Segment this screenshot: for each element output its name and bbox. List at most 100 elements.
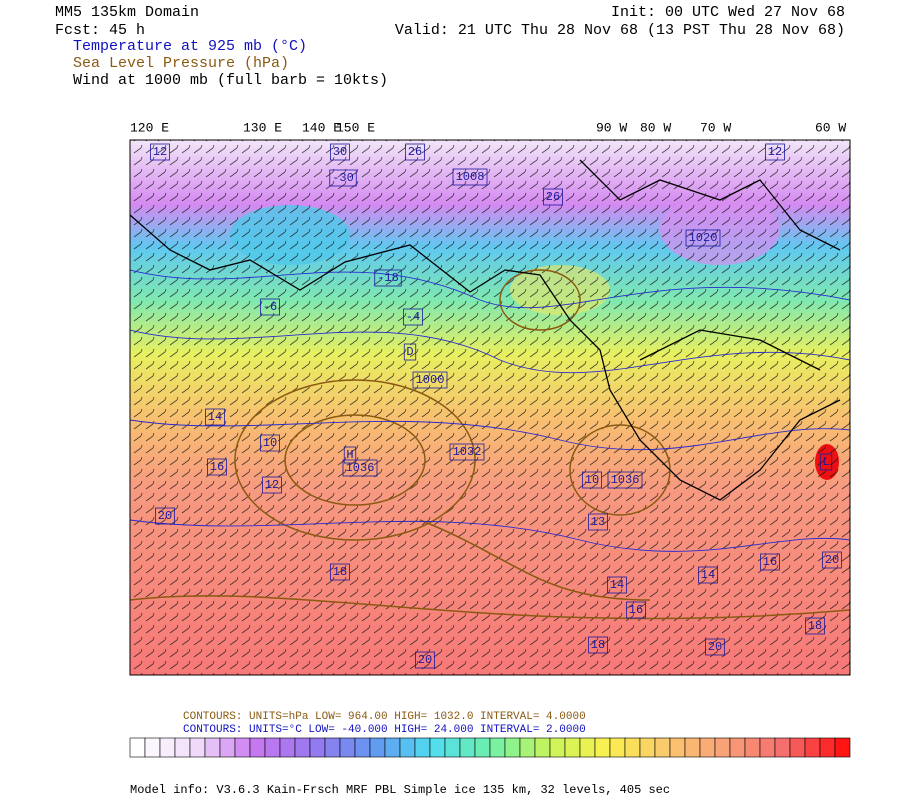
color-swatch — [159, 737, 176, 758]
color-swatch — [189, 737, 206, 758]
color-swatch — [429, 737, 446, 758]
contour-label-box — [403, 308, 423, 326]
color-swatch — [549, 737, 566, 758]
color-swatch — [819, 737, 836, 758]
color-swatch — [309, 737, 326, 758]
contour-label: 1032 — [453, 445, 482, 459]
contour-label: 1008 — [456, 170, 485, 184]
color-swatch — [294, 737, 311, 758]
coastlines — [130, 159, 841, 501]
color-swatch — [354, 737, 371, 758]
color-swatch — [669, 737, 686, 758]
color-swatch — [519, 737, 536, 758]
contour-label: 18 — [808, 619, 822, 633]
color-swatch — [174, 737, 191, 758]
init-time: Init: 00 UTC Wed 27 Nov 68 — [611, 4, 845, 21]
contour-label-box — [588, 636, 608, 654]
color-swatch — [684, 737, 701, 758]
contour-label-box — [260, 298, 280, 316]
contour-label: H — [346, 448, 353, 462]
contour-label-box — [150, 143, 170, 161]
contour-label: 20 — [708, 640, 722, 654]
contour-label: 20 — [158, 509, 172, 523]
color-swatch — [144, 737, 161, 758]
model-info: Model info: V3.6.3 Kain-Frsch MRF PBL Si… — [130, 783, 670, 797]
field-pressure: Sea Level Pressure (hPa) — [73, 55, 289, 72]
contour-label: 1000 — [416, 373, 445, 387]
color-swatch — [249, 737, 266, 758]
contour-label-box — [262, 476, 282, 494]
contour-label: 10 — [263, 436, 277, 450]
contour-label-box — [607, 471, 643, 489]
contour-label-box — [805, 617, 825, 635]
contour-label-box — [588, 513, 608, 531]
color-swatch — [804, 737, 821, 758]
color-swatch — [234, 737, 251, 758]
contour-label-box — [329, 169, 357, 187]
temperature-contour-info: CONTOURS: UNITS=°C LOW= -40.000 HIGH= 24… — [183, 724, 586, 736]
color-swatch — [654, 737, 671, 758]
contour-label-box — [205, 408, 225, 426]
longitude-label: 80 W — [640, 120, 671, 135]
contour-label-box — [343, 446, 357, 464]
contour-label-box — [207, 458, 227, 476]
contour-label: 26 — [546, 190, 560, 204]
color-swatch — [264, 737, 281, 758]
valid-time: Valid: 21 UTC Thu 28 Nov 68 (13 PST Thu … — [395, 22, 845, 39]
contour-label: 12 — [265, 478, 279, 492]
contour-label: -6 — [263, 300, 277, 314]
color-swatch — [534, 737, 551, 758]
wind-barbs — [130, 140, 850, 675]
color-swatch — [414, 737, 431, 758]
contour-label-box — [698, 566, 718, 584]
contour-label-box — [405, 143, 425, 161]
color-swatch — [399, 737, 416, 758]
contour-label-box — [330, 563, 350, 581]
contour-label-box — [330, 143, 350, 161]
contour-label-box — [543, 188, 563, 206]
color-swatch — [594, 737, 611, 758]
map — [130, 140, 850, 675]
contour-label: 20 — [825, 553, 839, 567]
contour-label-box — [155, 507, 175, 525]
color-swatch — [624, 737, 641, 758]
color-swatch — [339, 737, 356, 758]
contour-label: 16 — [763, 555, 777, 569]
contour-label: 16 — [210, 460, 224, 474]
contour-label: D — [406, 345, 413, 359]
contour-label: 20 — [418, 653, 432, 667]
contour-label: 10 — [585, 473, 599, 487]
color-swatch — [699, 737, 716, 758]
map-frame — [129, 139, 851, 676]
contour-label-box — [760, 553, 780, 571]
longitude-label: 60 W — [815, 120, 846, 135]
color-swatch — [474, 737, 491, 758]
contour-label: 16 — [629, 603, 643, 617]
color-swatch — [789, 737, 806, 758]
contour-label: -30 — [332, 171, 354, 185]
contour-label: -4 — [406, 310, 420, 324]
longitude-label: 130 E — [243, 120, 282, 135]
contour-label-box — [822, 551, 842, 569]
color-swatch — [204, 737, 221, 758]
contour-label: 26 — [408, 145, 422, 159]
longitude-label: 150 E — [336, 120, 375, 135]
contour-label: 12 — [768, 145, 782, 159]
contour-label-box — [582, 471, 602, 489]
color-swatch — [579, 737, 596, 758]
contour-label-box — [260, 434, 280, 452]
color-swatch — [774, 737, 791, 758]
title: MM5 135km Domain — [55, 4, 199, 21]
longitude-label: 140 E — [302, 120, 341, 135]
color-swatch — [639, 737, 656, 758]
contour-label-box — [685, 229, 721, 247]
contour-label-box — [449, 443, 485, 461]
temperature-contours — [130, 269, 850, 552]
contour-label: 14 — [610, 578, 624, 592]
contour-label-box — [819, 453, 833, 471]
forecast: Fcst: 45 h — [55, 22, 145, 39]
field-temperature: Temperature at 925 mb (°C) — [73, 38, 307, 55]
color-swatch — [324, 737, 341, 758]
color-bar — [129, 737, 851, 758]
